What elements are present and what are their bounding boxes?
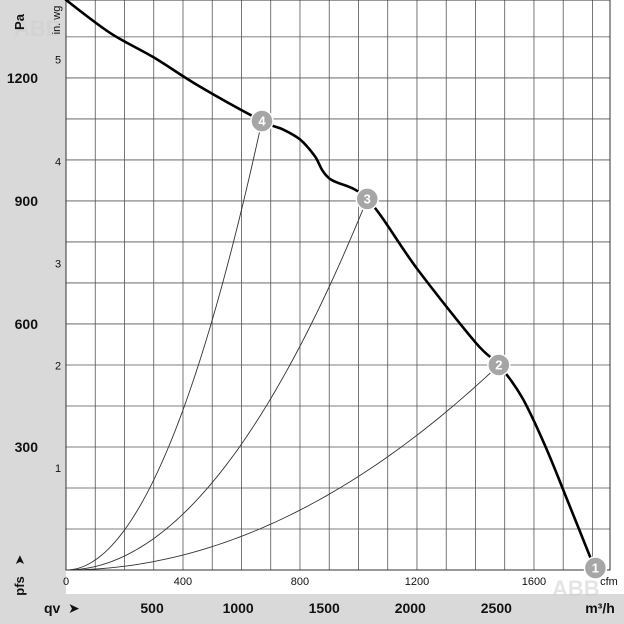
x-axis-arrow: ➤ xyxy=(68,600,80,616)
operating-point-label: 3 xyxy=(364,191,371,206)
x-tick-m3h: 2000 xyxy=(395,600,426,616)
y-ticks-pa: 300 600 900 1200 xyxy=(7,70,38,455)
y-axis-label: pfs xyxy=(12,576,27,596)
system-curves xyxy=(65,120,500,571)
y-tick-inwg: 5 xyxy=(55,54,61,66)
svg-text:ABB: ABB xyxy=(14,16,62,41)
y-tick-pa: 600 xyxy=(15,316,39,332)
y-tick-pa: 900 xyxy=(15,193,39,209)
y-tick-inwg: 4 xyxy=(55,156,61,168)
plot-frame xyxy=(65,0,611,571)
x-tick-m3h: 1500 xyxy=(309,600,340,616)
system-curve-3 xyxy=(65,198,368,571)
x-axis-band xyxy=(0,594,624,624)
operating-points: 1 2 3 4 xyxy=(250,109,608,580)
x-tick-cfm: 800 xyxy=(291,576,309,588)
x-ticks-m3h: 500 1000 1500 2000 2500 xyxy=(140,600,512,616)
watermark-logo: ABB ABB xyxy=(14,16,600,601)
y-unit-inwg: in. wg xyxy=(51,6,63,35)
fan-curve xyxy=(64,0,597,572)
operating-point-label: 2 xyxy=(495,357,502,372)
operating-point-label: 1 xyxy=(592,561,599,576)
x-tick-m3h: 500 xyxy=(140,600,164,616)
x-tick-cfm: 1200 xyxy=(405,576,429,588)
x-unit-cfm: cfm xyxy=(600,576,618,588)
x-tick-m3h: 1000 xyxy=(223,600,254,616)
operating-point-3 xyxy=(355,187,379,211)
operating-point-2 xyxy=(487,353,511,377)
y-unit-pa: Pa xyxy=(12,13,27,30)
grid xyxy=(66,0,610,570)
y-tick-inwg: 3 xyxy=(55,259,61,271)
svg-text:ABB: ABB xyxy=(552,576,600,601)
x-axis-label: qv xyxy=(44,600,61,616)
operating-point-4 xyxy=(250,109,274,133)
y-tick-pa: 300 xyxy=(15,439,39,455)
system-curve-4 xyxy=(65,120,263,571)
operating-point-1 xyxy=(583,556,608,580)
x-ticks-cfm: 0 400 800 1200 1600 xyxy=(63,576,546,588)
x-tick-m3h: 2500 xyxy=(481,600,512,616)
x-tick-cfm: 0 xyxy=(63,576,69,588)
y-tick-pa: 1200 xyxy=(7,70,38,86)
x-tick-cfm: 400 xyxy=(174,576,192,588)
x-tick-cfm: 1600 xyxy=(522,576,546,588)
y-tick-inwg: 1 xyxy=(55,463,61,475)
system-curve-2 xyxy=(65,364,500,571)
x-unit-m3h: m³/h xyxy=(585,600,615,616)
y-ticks-inwg: 1 2 3 4 5 xyxy=(55,54,61,475)
y-axis-arrow: ➤ xyxy=(12,554,27,565)
y-tick-inwg: 2 xyxy=(55,361,61,373)
operating-point-label: 4 xyxy=(258,113,266,128)
y-axis-band xyxy=(0,0,66,624)
